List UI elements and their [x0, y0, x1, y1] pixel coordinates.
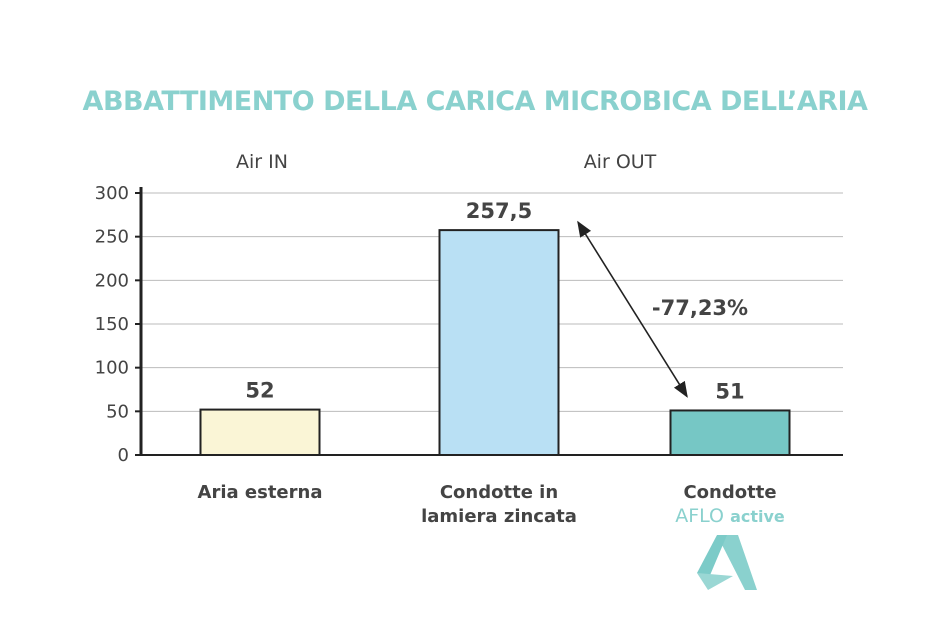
category-label: lamiera zincata	[421, 506, 577, 527]
category-label: Condotte in	[440, 482, 558, 503]
y-tick-label: 300	[95, 183, 129, 204]
bar	[438, 229, 560, 456]
y-tick-label: 150	[95, 314, 129, 335]
category-label: Aria esterna	[198, 482, 323, 503]
group-label-air-in: Air IN	[236, 151, 288, 173]
y-tick-label: 100	[95, 358, 129, 379]
aflo-logo-icon	[697, 535, 727, 580]
bar	[199, 408, 321, 457]
aflo-logo-icon	[697, 573, 733, 590]
bar	[669, 409, 791, 456]
y-tick-label: 250	[95, 227, 129, 248]
bar-value-label: 52	[245, 379, 274, 403]
chart-title: ABBATTIMENTO DELLA CARICA MICROBICA DELL…	[83, 86, 869, 117]
bar-value-label: 257,5	[466, 199, 532, 223]
y-tick-label: 0	[118, 445, 129, 466]
y-tick-label: 50	[106, 401, 129, 422]
y-tick-label: 200	[95, 270, 129, 291]
category-label: Condotte	[683, 482, 776, 503]
reduction-arrow	[577, 220, 688, 398]
aflo-logo-icon	[717, 535, 757, 590]
bar-value-label: 51	[715, 379, 744, 403]
reduction-percentage-label: -77,23%	[652, 296, 748, 320]
brand-label-aflo-active: AFLO active	[675, 505, 785, 527]
group-label-air-out: Air OUT	[584, 151, 657, 173]
